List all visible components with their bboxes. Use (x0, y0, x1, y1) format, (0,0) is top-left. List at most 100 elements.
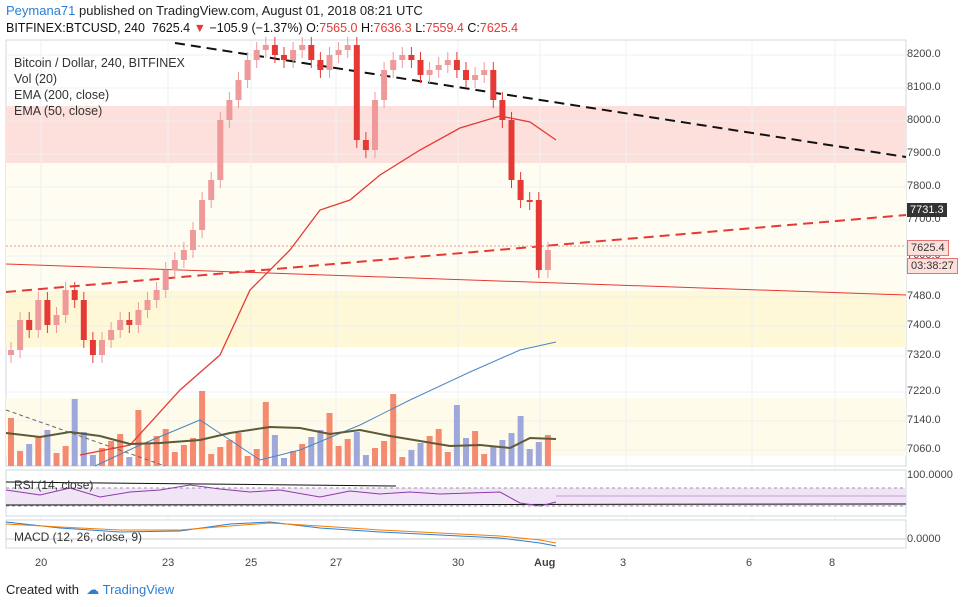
volume-bar (262, 402, 269, 466)
candle (26, 320, 33, 330)
price-axis-label: 8100.0 (907, 81, 941, 93)
candle (62, 290, 69, 315)
candle (526, 200, 533, 202)
close-label: C: (467, 21, 480, 35)
tradingview-link[interactable]: TradingView (102, 582, 175, 597)
falling-support-line (5, 263, 907, 296)
time-axis-label: Aug (534, 557, 556, 569)
volume-bar (408, 450, 415, 466)
volume-bar (381, 441, 388, 466)
footer: Created with ☁ TradingView (6, 582, 174, 598)
price-axis-label: 7480.0 (907, 290, 941, 302)
symbol-info: BITFINEX:BTCUSD, 240 7625.4 ▼ −105.9 (−1… (6, 21, 518, 35)
candle (89, 340, 96, 355)
volume-bar (217, 447, 224, 466)
volume-bar (53, 453, 60, 466)
rsi-axis-label: 100.0000 (907, 469, 953, 481)
open-value: 7565.0 (319, 21, 358, 35)
candle (199, 200, 206, 230)
candle (71, 290, 78, 300)
price-axis-label: 7220.0 (907, 385, 941, 397)
candle (226, 100, 233, 120)
upper-downtrend-line (174, 42, 907, 158)
volume-bar (62, 446, 69, 466)
volume-bar (171, 452, 178, 466)
price-axis-label: 7320.0 (907, 349, 941, 361)
candle (299, 45, 306, 50)
volume-bar (35, 437, 42, 466)
ema200-line (94, 341, 557, 467)
volume-bar (144, 443, 151, 466)
macd-axis-label: 0.0000 (907, 533, 941, 545)
rsi-line (5, 484, 557, 507)
volume-bar (444, 452, 451, 466)
candle (499, 100, 506, 120)
legend-title: Bitcoin / Dollar, 240, BITFINEX (14, 56, 185, 70)
candle (381, 70, 388, 100)
candle (308, 45, 315, 60)
time-axis-label: 23 (162, 557, 175, 569)
tradingview-logo-icon[interactable]: ☁ (82, 582, 100, 597)
candle (53, 315, 60, 325)
candle (317, 60, 324, 70)
volume-bar (89, 455, 96, 466)
time-axis-label: 20 (35, 557, 48, 569)
volume-bar (226, 440, 233, 466)
volume-bar (162, 429, 169, 466)
candle (171, 260, 178, 270)
support-zone (6, 291, 906, 347)
low-label: L: (415, 21, 426, 35)
candle (117, 320, 124, 330)
candle (235, 80, 242, 100)
candle (144, 300, 151, 310)
close-value: 7625.4 (479, 21, 519, 35)
trendline-price-tag: 7731.3 (907, 203, 947, 217)
volume-bar (544, 435, 551, 466)
legend-ema200: EMA (200, close) (14, 88, 110, 102)
price-axis-label: 7900.0 (907, 147, 941, 159)
volume-bar (517, 416, 524, 466)
volume-bar (244, 456, 251, 466)
candle (244, 60, 251, 80)
volume-bar (535, 442, 542, 466)
price-axis-label: 7140.0 (907, 414, 941, 426)
author-link[interactable]: Peymana71 (6, 3, 76, 18)
volume-bar (299, 444, 306, 466)
candle (290, 50, 297, 60)
candle (490, 70, 497, 100)
high-label: H: (361, 21, 374, 35)
candle (453, 60, 460, 70)
volume-bar (235, 433, 242, 466)
price-axis-label: 7400.0 (907, 319, 941, 331)
price-change: −105.9 (−1.37%) (209, 21, 303, 35)
legend-ema50: EMA (50, close) (14, 104, 103, 118)
volume-bar (453, 405, 460, 466)
volume-bar (180, 445, 187, 466)
rising-dashed-line (5, 214, 907, 293)
ema50-line (79, 115, 557, 456)
volume-bar (108, 441, 115, 466)
volume-bar (417, 443, 424, 466)
candle (508, 120, 515, 180)
volume-bar (390, 394, 397, 466)
volume-bar (317, 430, 324, 466)
macd-label: MACD (12, 26, close, 9) (14, 530, 143, 544)
volume-bar (399, 457, 406, 466)
candle (390, 60, 397, 70)
lower-dashed-line (5, 409, 166, 467)
time-axis-label: 3 (620, 557, 627, 569)
volume-bar (481, 454, 488, 466)
volume-bar (308, 437, 315, 466)
high-value: 7636.3 (373, 21, 412, 35)
symbol: BITFINEX:BTCUSD, 240 (6, 21, 145, 35)
candlesticks (8, 37, 551, 363)
candle (253, 50, 260, 60)
signal-line (5, 522, 557, 544)
time-axis-label: 27 (330, 557, 343, 569)
volume-bar (362, 455, 369, 466)
volume-bar (99, 448, 105, 466)
volume-bar (344, 439, 351, 466)
candle (326, 55, 333, 70)
candle (217, 120, 224, 180)
